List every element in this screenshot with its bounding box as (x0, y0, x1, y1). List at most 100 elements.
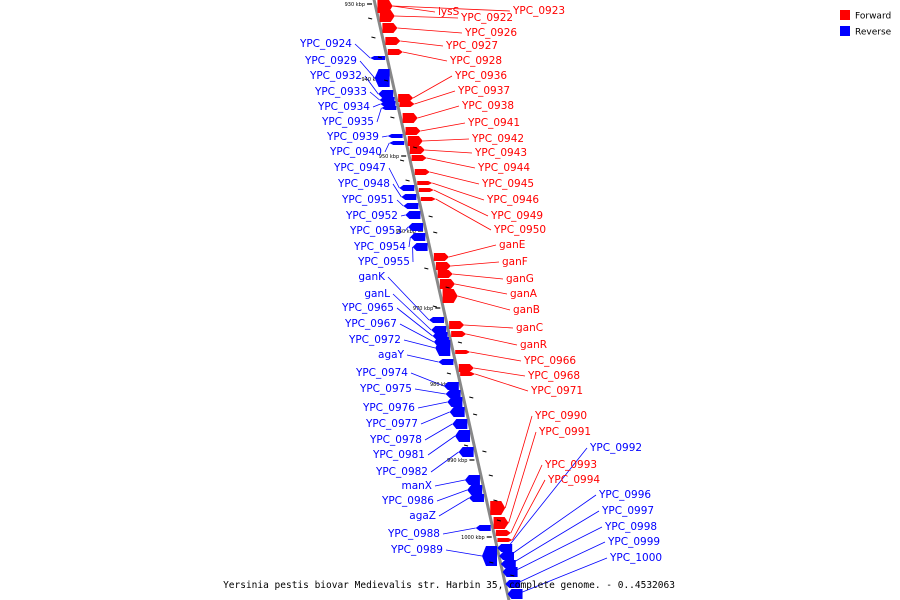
reverse-gene-label: YPC_0989 (390, 544, 443, 556)
minor-feature (383, 79, 389, 82)
minor-feature (368, 17, 373, 20)
minor-feature (472, 413, 478, 416)
forward-gene-label: ganA (510, 288, 538, 300)
forward-gene-feature (455, 350, 471, 354)
forward-gene-feature (420, 197, 436, 201)
forward-gene-label: YPC_0938 (461, 100, 514, 112)
forward-gene-label: YPC_0942 (471, 133, 524, 145)
reverse-gene-feature (374, 69, 390, 87)
leader-lines (354, 5, 608, 595)
forward-leader-line (412, 75, 453, 99)
forward-gene-feature (437, 270, 453, 278)
legend-forward-swatch (840, 10, 850, 20)
minor-feature (463, 444, 469, 447)
forward-gene-feature (414, 169, 430, 175)
forward-leader-line (435, 198, 492, 231)
reverse-leader-line (427, 435, 456, 456)
reverse-leader-line (376, 107, 382, 123)
reverse-leader-line (399, 323, 435, 343)
forward-leader-line (424, 149, 473, 154)
forward-gene-feature (411, 155, 427, 161)
forward-gene-label: ganB (513, 304, 540, 316)
reverse-leader-line (392, 183, 402, 198)
forward-gene-label: YPC_0936 (454, 70, 507, 82)
reverse-gene-feature (387, 134, 403, 138)
reverse-leader-line (403, 339, 436, 349)
forward-gene-feature (377, 0, 393, 13)
forward-gene-label: YPC_0991 (538, 426, 591, 438)
reverse-gene-label: YPC_0939 (326, 131, 379, 143)
minor-feature (482, 450, 487, 453)
reverse-leader-line (506, 447, 588, 549)
forward-leader-line (392, 5, 436, 13)
forward-gene-feature (387, 49, 403, 55)
forward-leader-line (432, 182, 485, 201)
forward-leader-line (452, 273, 504, 280)
reverse-gene-feature (467, 485, 483, 495)
reverse-gene-feature (458, 447, 474, 457)
reverse-gene-feature (370, 56, 386, 60)
forward-gene-label: YPC_0943 (474, 147, 527, 159)
forward-gene-label: ganC (516, 322, 543, 334)
reverse-gene-feature (389, 141, 405, 145)
forward-leader-line (457, 295, 511, 311)
forward-gene-feature (407, 136, 423, 146)
reverse-gene-feature (447, 397, 463, 407)
reverse-leader-line (508, 494, 597, 557)
forward-leader-line (414, 90, 456, 105)
reverse-gene-feature (410, 233, 426, 241)
reverse-leader-line (424, 423, 453, 441)
forward-gene-feature (433, 253, 449, 261)
forward-leader-line (422, 138, 470, 142)
reverse-gene-label: YPC_0940 (329, 146, 382, 158)
forward-leader-line (474, 373, 529, 392)
forward-gene-feature (490, 501, 506, 515)
forward-gene-label: YPC_0971 (530, 385, 583, 397)
reverse-leader-line (387, 276, 430, 321)
forward-gene-feature (405, 127, 421, 135)
reverse-gene-label: YPC_0982 (375, 466, 428, 478)
forward-gene-label: YPC_0927 (445, 40, 498, 52)
forward-gene-label: YPC_0968 (527, 370, 580, 382)
forward-leader-line (466, 333, 518, 346)
scale-tick-label: 990 kbp (447, 458, 467, 464)
forward-gene-feature (398, 94, 414, 102)
reverse-leader-line (420, 411, 450, 425)
reverse-gene-label: YPC_0981 (372, 449, 425, 461)
minor-feature (405, 179, 410, 182)
reverse-gene-feature (399, 185, 415, 191)
reverse-leader-line (434, 479, 466, 487)
forward-gene-feature (418, 188, 434, 192)
reverse-leader-line (430, 451, 459, 473)
reverse-gene-label: YPC_0965 (341, 302, 394, 314)
reverse-gene-label: agaZ (409, 510, 436, 522)
minor-feature (488, 474, 493, 477)
forward-leader-line (470, 351, 522, 362)
forward-gene-feature (417, 181, 433, 185)
minor-feature (493, 499, 498, 502)
forward-gene-label: YPC_0944 (477, 162, 530, 174)
reverse-gene-feature (507, 589, 523, 599)
scale-tick-label: 970 kbp (413, 306, 433, 312)
reverse-gene-feature (380, 101, 396, 107)
reverse-leader-line (436, 489, 468, 502)
forward-gene-feature (439, 279, 455, 289)
reverse-gene-feature (445, 390, 461, 398)
forward-gene-label: YPC_0966 (523, 355, 576, 367)
reverse-gene-feature (455, 430, 471, 442)
reverse-gene-label: YPC_0977 (365, 418, 418, 430)
reverse-leader-line (510, 510, 600, 565)
reverse-gene-label: agaY (378, 349, 405, 361)
reverse-gene-label: YPC_1000 (609, 552, 662, 564)
reverse-leader-line (442, 527, 476, 535)
minor-feature (399, 159, 405, 162)
reverse-gene-label: YPC_0934 (317, 101, 370, 113)
reverse-leader-line (392, 293, 432, 331)
reverse-gene-feature (412, 243, 428, 251)
minor-feature (457, 341, 463, 344)
reverse-gene-label: YPC_0999 (607, 536, 660, 548)
reverse-leader-line (396, 307, 433, 337)
forward-gene-label: YPC_0922 (460, 12, 513, 24)
reverse-gene-label: YPC_0947 (333, 162, 386, 174)
